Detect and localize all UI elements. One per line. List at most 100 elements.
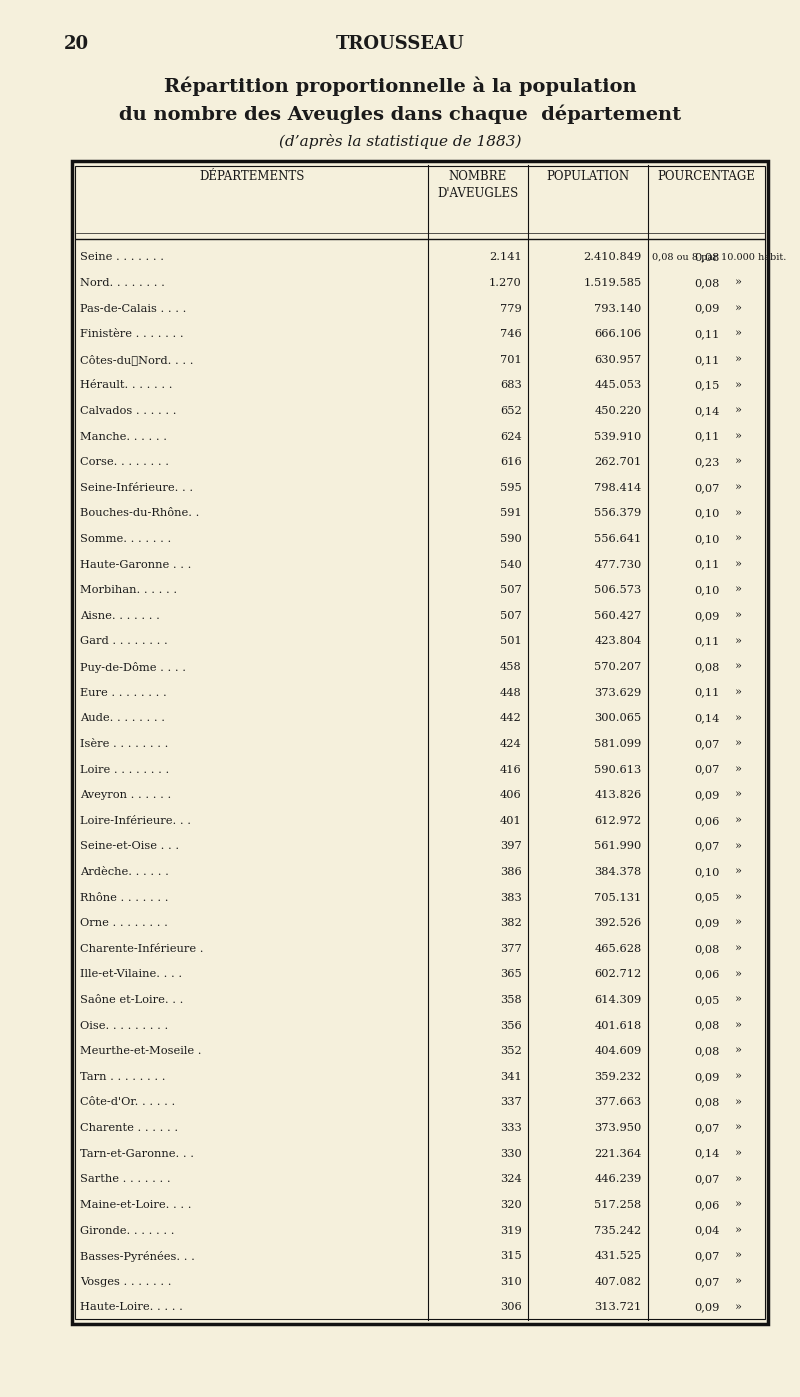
Text: 1.519.585: 1.519.585 (583, 278, 642, 288)
Text: 0,05: 0,05 (694, 995, 719, 1004)
Text: »: » (734, 380, 742, 390)
Text: »: » (734, 1071, 742, 1081)
Text: »: » (734, 816, 742, 826)
Text: 221.364: 221.364 (594, 1148, 642, 1158)
Text: 401.618: 401.618 (594, 1021, 642, 1031)
Text: »: » (734, 714, 742, 724)
Text: 0,11: 0,11 (694, 432, 719, 441)
Text: 431.525: 431.525 (594, 1252, 642, 1261)
Text: »: » (734, 432, 742, 441)
Text: »: » (734, 995, 742, 1004)
Text: »: » (734, 457, 742, 467)
Text: 0,11: 0,11 (694, 560, 719, 570)
Text: 0,09: 0,09 (694, 1071, 719, 1081)
Text: 507: 507 (500, 610, 522, 620)
Text: 779: 779 (500, 303, 522, 313)
Text: 401: 401 (500, 816, 522, 826)
Text: 330: 330 (500, 1148, 522, 1158)
Text: 570.207: 570.207 (594, 662, 642, 672)
Text: 392.526: 392.526 (594, 918, 642, 928)
Text: 0,09: 0,09 (694, 791, 719, 800)
Text: 448: 448 (500, 687, 522, 697)
Text: 319: 319 (500, 1225, 522, 1235)
Text: »: » (734, 868, 742, 877)
Text: Répartition proportionnelle à la population: Répartition proportionnelle à la populat… (164, 77, 636, 96)
Text: 0,08 ou 8 par 10.000 habit.: 0,08 ou 8 par 10.000 habit. (652, 253, 786, 261)
Text: 624: 624 (500, 432, 522, 441)
Text: Seine . . . . . . .: Seine . . . . . . . (80, 253, 164, 263)
Text: 0,10: 0,10 (694, 585, 719, 595)
Text: »: » (734, 970, 742, 979)
Text: 591: 591 (500, 509, 522, 518)
Text: »: » (734, 278, 742, 288)
Text: Morbihan. . . . . .: Morbihan. . . . . . (80, 585, 177, 595)
Text: Bouches-du-Rhône. .: Bouches-du-Rhône. . (80, 509, 199, 518)
Text: 561.990: 561.990 (594, 841, 642, 851)
Text: »: » (734, 1277, 742, 1287)
Text: »: » (734, 1252, 742, 1261)
Text: 0,07: 0,07 (694, 739, 719, 749)
Text: Saône et-Loire. . .: Saône et-Loire. . . (80, 995, 183, 1004)
Text: Tarn-et-Garonne. . .: Tarn-et-Garonne. . . (80, 1148, 194, 1158)
Text: 0,08: 0,08 (694, 1021, 719, 1031)
Text: 612.972: 612.972 (594, 816, 642, 826)
Text: 352: 352 (500, 1046, 522, 1056)
Text: 0,11: 0,11 (694, 355, 719, 365)
Text: 0,09: 0,09 (694, 303, 719, 313)
Text: 0,06: 0,06 (694, 1200, 719, 1210)
Text: Orne . . . . . . . .: Orne . . . . . . . . (80, 918, 168, 928)
Text: 2.141: 2.141 (489, 253, 522, 263)
Text: Hérault. . . . . . .: Hérault. . . . . . . (80, 380, 173, 390)
Text: »: » (734, 893, 742, 902)
Text: 735.242: 735.242 (594, 1225, 642, 1235)
Text: »: » (734, 1225, 742, 1235)
Text: Seine-Inférieure. . .: Seine-Inférieure. . . (80, 483, 193, 493)
Text: Pas-de-Calais . . . .: Pas-de-Calais . . . . (80, 303, 186, 313)
Text: 0,08: 0,08 (694, 1046, 719, 1056)
Text: Corse. . . . . . . .: Corse. . . . . . . . (80, 457, 169, 467)
Text: DÉPARTEMENTS: DÉPARTEMENTS (199, 170, 305, 183)
Text: Ardèche. . . . . .: Ardèche. . . . . . (80, 868, 169, 877)
Text: »: » (734, 1175, 742, 1185)
Text: 0,15: 0,15 (694, 380, 719, 390)
Text: 356: 356 (500, 1021, 522, 1031)
Text: 0,07: 0,07 (694, 1123, 719, 1133)
Text: 386: 386 (500, 868, 522, 877)
Text: 0,07: 0,07 (694, 483, 719, 493)
Text: 373.629: 373.629 (594, 687, 642, 697)
Text: »: » (734, 662, 742, 672)
Text: Aude. . . . . . . .: Aude. . . . . . . . (80, 714, 165, 724)
Text: 397: 397 (500, 841, 522, 851)
Text: Meurthe-et-Moseile .: Meurthe-et-Moseile . (80, 1046, 202, 1056)
Text: 2.410.849: 2.410.849 (583, 253, 642, 263)
Text: 413.826: 413.826 (594, 791, 642, 800)
Text: 377: 377 (500, 944, 522, 954)
Text: »: » (734, 687, 742, 697)
Text: 358: 358 (500, 995, 522, 1004)
Text: 539.910: 539.910 (594, 432, 642, 441)
Text: Loire . . . . . . . .: Loire . . . . . . . . (80, 764, 170, 774)
Text: Basses-Pyrénées. . .: Basses-Pyrénées. . . (80, 1250, 195, 1261)
Text: »: » (734, 739, 742, 749)
Text: Nord. . . . . . . .: Nord. . . . . . . . (80, 278, 165, 288)
Text: Ille-et-Vilaine. . . .: Ille-et-Vilaine. . . . (80, 970, 182, 979)
Text: 0,08: 0,08 (694, 278, 719, 288)
Text: 595: 595 (500, 483, 522, 493)
Text: Finistère . . . . . . .: Finistère . . . . . . . (80, 330, 184, 339)
Text: 556.641: 556.641 (594, 534, 642, 543)
Text: 614.309: 614.309 (594, 995, 642, 1004)
Text: 540: 540 (500, 560, 522, 570)
Text: Charente . . . . . .: Charente . . . . . . (80, 1123, 178, 1133)
Text: 383: 383 (500, 893, 522, 902)
Text: Rhône . . . . . . .: Rhône . . . . . . . (80, 893, 169, 902)
Text: Vosges . . . . . . .: Vosges . . . . . . . (80, 1277, 171, 1287)
Text: 705.131: 705.131 (594, 893, 642, 902)
Text: 0,07: 0,07 (694, 1175, 719, 1185)
Text: (d’après la statistique de 1883): (d’après la statistique de 1883) (278, 134, 522, 149)
Text: »: » (734, 1200, 742, 1210)
Text: 0,07: 0,07 (694, 841, 719, 851)
Text: 581.099: 581.099 (594, 739, 642, 749)
Text: »: » (734, 1046, 742, 1056)
Text: 0,06: 0,06 (694, 816, 719, 826)
Text: NOMBRE
D'AVEUGLES: NOMBRE D'AVEUGLES (438, 170, 518, 200)
